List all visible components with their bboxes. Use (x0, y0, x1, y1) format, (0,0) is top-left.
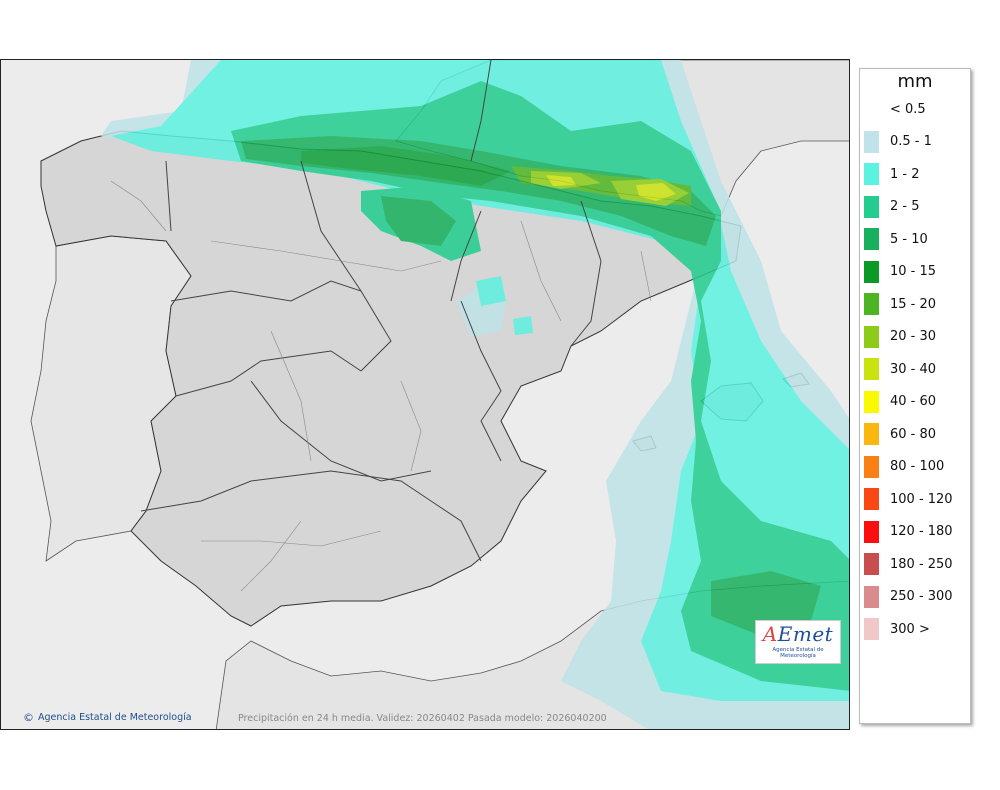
map-frame: © Agencia Estatal de Meteorología Precip… (0, 59, 850, 730)
legend-label: 80 - 100 (890, 459, 945, 474)
legend-item: 5 - 10 (864, 227, 928, 251)
legend-item: 0.5 - 1 (864, 130, 932, 154)
aemet-logo-mark: AEmet (762, 622, 834, 646)
legend-swatch (864, 163, 879, 185)
legend-item: 40 - 60 (864, 390, 936, 414)
precip-overlay (101, 60, 849, 729)
legend-label: 15 - 20 (890, 296, 937, 312)
legend-item: 80 - 100 (864, 455, 944, 479)
legend-swatch (864, 553, 879, 575)
legend-item: < 0.5 (864, 97, 926, 121)
credit-text: Agencia Estatal de Meteorología (38, 712, 192, 723)
legend-item: 250 - 300 (864, 585, 953, 609)
legend-label: < 0.5 (890, 101, 926, 117)
legend-swatch (864, 325, 879, 348)
legend-item: 1 - 2 (864, 162, 920, 186)
legend-item: 60 - 80 (864, 422, 936, 446)
legend-label: 2 - 5 (890, 199, 920, 214)
legend-swatch (864, 488, 879, 510)
legend-label: 100 - 120 (890, 491, 953, 507)
legend-swatch (864, 358, 879, 380)
legend-label: 40 - 60 (890, 394, 937, 409)
legend-label: 20 - 30 (890, 329, 937, 344)
legend-label: 0.5 - 1 (890, 134, 932, 149)
legend-swatch (864, 585, 879, 608)
legend-swatch (864, 390, 879, 413)
legend-label: 1 - 2 (890, 166, 920, 182)
legend-label: 300 > (890, 621, 930, 637)
legend-item: 30 - 40 (864, 357, 936, 381)
legend-label: 180 - 250 (890, 556, 953, 572)
legend-item: 20 - 30 (864, 325, 936, 349)
credit: © Agencia Estatal de Meteorología (23, 711, 192, 724)
legend-swatch (864, 293, 879, 315)
legend-swatch (864, 98, 879, 120)
legend-item: 300 > (864, 617, 930, 641)
legend-label: 120 - 180 (890, 524, 953, 539)
legend-label: 5 - 10 (890, 231, 928, 247)
legend-unit: mm (897, 71, 933, 92)
legend-item: 2 - 5 (864, 195, 920, 219)
province-borders (110, 180, 652, 592)
legend-swatch (864, 455, 879, 478)
legend-item: 120 - 180 (864, 520, 953, 544)
aemet-logo: AEmet Agencia Estatal de Meteorología (755, 620, 841, 664)
map-caption: Precipitación en 24 h media. Validez: 20… (238, 713, 607, 724)
legend: mm < 0.5 0.5 - 1 1 - 2 2 - 5 5 - 10 10 - 15 15… (859, 68, 971, 724)
legend-label: 250 - 300 (890, 589, 953, 604)
legend-swatch (864, 520, 879, 543)
legend-swatch (864, 228, 879, 250)
region-borders (140, 60, 602, 562)
legend-label: 10 - 15 (890, 264, 937, 279)
legend-label: 30 - 40 (890, 361, 937, 377)
legend-item: 100 - 120 (864, 487, 953, 511)
aemet-logo-subtitle: Agencia Estatal de Meteorología (772, 647, 824, 659)
copyright-icon: © (23, 711, 34, 724)
legend-swatch (864, 260, 879, 283)
legend-swatch (864, 195, 879, 218)
legend-item: 15 - 20 (864, 292, 936, 316)
legend-swatch (864, 130, 879, 153)
legend-item: 10 - 15 (864, 260, 936, 284)
legend-label: 60 - 80 (890, 426, 937, 442)
legend-item: 180 - 250 (864, 552, 953, 576)
legend-swatch (864, 618, 879, 640)
legend-swatch (864, 423, 879, 445)
precipitation-map (30, 60, 849, 729)
